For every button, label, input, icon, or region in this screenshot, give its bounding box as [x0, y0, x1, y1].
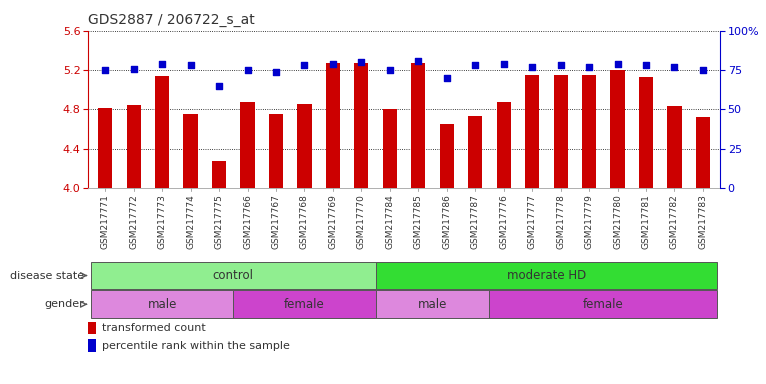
- Text: GSM217784: GSM217784: [385, 194, 394, 249]
- Text: GSM217783: GSM217783: [699, 194, 708, 249]
- Bar: [155, 76, 169, 188]
- Text: female: female: [583, 298, 624, 311]
- Point: [298, 62, 310, 68]
- Bar: [468, 116, 483, 188]
- Text: GSM217786: GSM217786: [442, 194, 451, 249]
- Point: [270, 69, 282, 75]
- Point: [185, 62, 197, 68]
- Point: [611, 61, 624, 67]
- Text: male: male: [147, 298, 177, 311]
- Bar: [496, 101, 511, 188]
- Point: [669, 64, 681, 70]
- Point: [355, 59, 368, 65]
- Bar: [375, 262, 717, 290]
- Point: [99, 67, 111, 73]
- Bar: [411, 63, 425, 188]
- Text: GSM217780: GSM217780: [613, 194, 622, 249]
- Text: GSM217771: GSM217771: [100, 194, 110, 249]
- Bar: [440, 124, 454, 188]
- Text: GSM217769: GSM217769: [329, 194, 337, 249]
- Point: [469, 62, 481, 68]
- Text: female: female: [284, 298, 325, 311]
- Bar: [611, 70, 625, 188]
- Text: percentile rank within the sample: percentile rank within the sample: [102, 341, 290, 351]
- Text: gender: gender: [44, 299, 84, 310]
- Text: GSM217768: GSM217768: [300, 194, 309, 249]
- Text: GSM217778: GSM217778: [556, 194, 565, 249]
- Point: [127, 65, 139, 71]
- Point: [526, 64, 538, 70]
- Text: GSM217779: GSM217779: [584, 194, 594, 249]
- Bar: [183, 114, 198, 188]
- Bar: [241, 101, 254, 188]
- Point: [241, 67, 254, 73]
- Bar: [212, 161, 226, 188]
- Bar: [354, 63, 368, 188]
- Text: GSM217787: GSM217787: [471, 194, 480, 249]
- Text: GSM217776: GSM217776: [499, 194, 508, 249]
- Point: [384, 67, 396, 73]
- Bar: [489, 291, 717, 318]
- Bar: [326, 63, 340, 188]
- Bar: [554, 75, 568, 188]
- Bar: [639, 77, 653, 188]
- Bar: [667, 106, 682, 188]
- Text: male: male: [417, 298, 447, 311]
- Bar: [88, 339, 96, 352]
- Text: GSM217772: GSM217772: [129, 194, 138, 249]
- Bar: [98, 108, 113, 188]
- Text: GSM217781: GSM217781: [642, 194, 650, 249]
- Text: transformed count: transformed count: [102, 323, 206, 333]
- Bar: [525, 75, 539, 188]
- Point: [640, 62, 652, 68]
- Point: [213, 83, 225, 89]
- Point: [412, 58, 424, 64]
- Point: [697, 67, 709, 73]
- Text: GSM217766: GSM217766: [243, 194, 252, 249]
- Bar: [126, 104, 141, 188]
- Bar: [696, 118, 710, 188]
- Point: [498, 61, 510, 67]
- Text: GSM217785: GSM217785: [414, 194, 423, 249]
- Bar: [383, 109, 397, 188]
- Point: [555, 62, 567, 68]
- Bar: [582, 75, 596, 188]
- Point: [583, 64, 595, 70]
- Text: disease state: disease state: [10, 270, 84, 281]
- Text: GSM217770: GSM217770: [357, 194, 366, 249]
- Text: GSM217774: GSM217774: [186, 194, 195, 249]
- Point: [327, 61, 339, 67]
- Bar: [269, 114, 283, 188]
- Text: GDS2887 / 206722_s_at: GDS2887 / 206722_s_at: [88, 13, 255, 27]
- Text: GSM217775: GSM217775: [214, 194, 224, 249]
- Bar: [91, 291, 234, 318]
- Text: GSM217767: GSM217767: [271, 194, 280, 249]
- Text: GSM217773: GSM217773: [158, 194, 166, 249]
- Text: control: control: [213, 269, 254, 282]
- Text: GSM217777: GSM217777: [528, 194, 537, 249]
- Text: moderate HD: moderate HD: [507, 269, 586, 282]
- Point: [156, 61, 169, 67]
- Bar: [297, 104, 312, 188]
- Bar: [234, 291, 375, 318]
- Text: GSM217782: GSM217782: [670, 194, 679, 249]
- Bar: [88, 322, 96, 334]
- Bar: [375, 291, 489, 318]
- Point: [440, 75, 453, 81]
- Bar: [91, 262, 375, 290]
